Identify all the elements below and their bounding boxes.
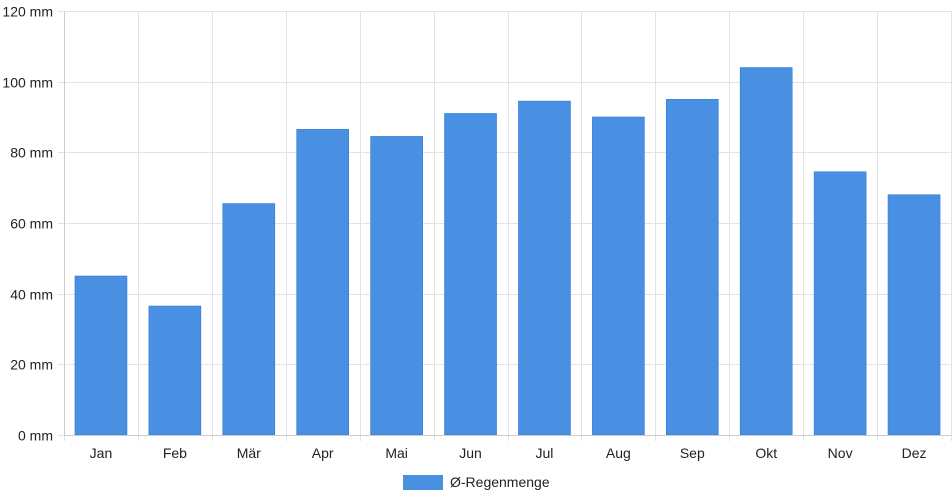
y-tick-label: 120 mm — [2, 4, 53, 20]
y-tick-label: 100 mm — [2, 75, 53, 91]
bar-sep — [665, 99, 719, 436]
grid-lines — [58, 11, 952, 441]
bar-aug — [592, 116, 645, 436]
x-tick-label: Sep — [680, 445, 705, 461]
y-tick-label: 40 mm — [10, 287, 53, 303]
x-tick-label: Jun — [459, 445, 482, 461]
legend-label: Ø-Regenmenge — [450, 474, 550, 490]
bar-jun — [444, 113, 497, 436]
x-tick-label: Feb — [163, 445, 187, 461]
bar-mär — [222, 203, 276, 436]
bar-dez — [887, 194, 941, 436]
legend-swatch — [403, 474, 443, 490]
axes — [64, 11, 951, 436]
x-tick-label: Dez — [902, 445, 927, 461]
bar-feb — [148, 305, 202, 436]
bar-nov — [813, 171, 867, 436]
y-tick-label: 60 mm — [10, 216, 53, 232]
legend: Ø-Regenmenge — [403, 473, 550, 491]
bar-apr — [296, 129, 350, 436]
x-tick-label: Mai — [385, 445, 408, 461]
y-tick-label: 80 mm — [10, 145, 53, 161]
x-tick-label: Okt — [755, 445, 777, 461]
bar-jul — [518, 100, 571, 436]
x-tick-label: Jan — [90, 445, 113, 461]
x-tick-label: Jul — [536, 445, 554, 461]
bar-okt — [739, 67, 793, 436]
bar-series — [74, 67, 941, 436]
y-tick-label: 0 mm — [18, 428, 53, 444]
tick-labels: 0 mm 20 mm 40 mm 60 mm 80 mm 100 mm 120 mm Jan F… — [2, 4, 926, 462]
y-tick-label: 20 mm — [10, 357, 53, 373]
x-tick-label: Mär — [237, 445, 261, 461]
bar-mai — [370, 136, 423, 436]
x-tick-label: Aug — [606, 445, 631, 461]
bar-jan — [74, 275, 128, 436]
x-tick-label: Nov — [828, 445, 853, 461]
x-tick-label: Apr — [312, 445, 334, 461]
